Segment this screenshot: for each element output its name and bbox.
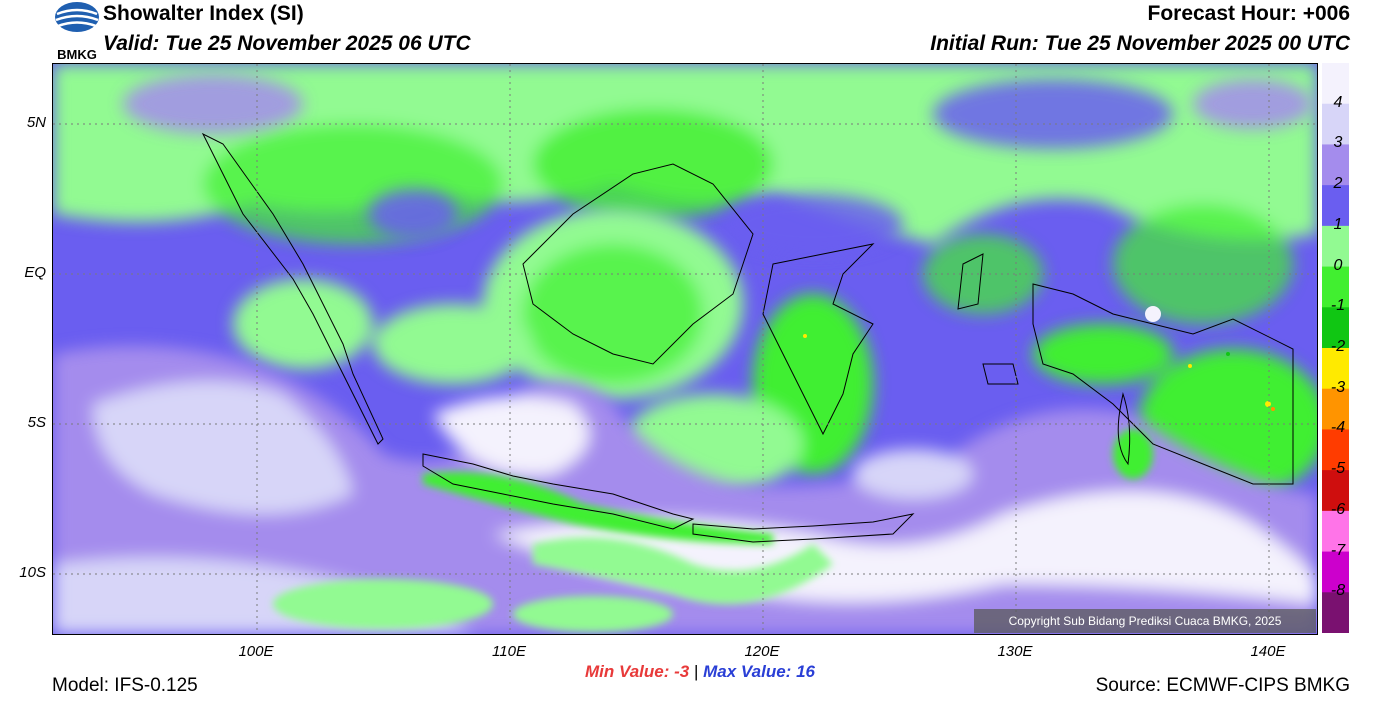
colorbar-tick-label: -6 [1330,500,1346,518]
colorbar-tick-label: -4 [1330,419,1346,437]
lon-label-130e: 130E [997,643,1033,660]
lon-label-120e: 120E [744,643,780,660]
colorbar-tick-label: -2 [1330,338,1346,355]
max-value: 16 [796,662,815,681]
colorbar-tick-label: 0 [1333,256,1343,274]
colorbar-swatch [1322,103,1349,145]
map-svg [53,64,1317,634]
graticule [53,64,1317,634]
colorbar-tick-label: -8 [1330,582,1346,600]
colorbar-tick-label: -5 [1330,460,1346,478]
colorbar-swatch [1322,470,1349,512]
field-intense-spots [803,306,1275,411]
model-name: Model: IFS-0.125 [52,675,198,696]
colorbar-swatch [1322,348,1349,390]
lat-label-5s: 5S [27,414,46,431]
colorbar-swatch [1322,592,1349,634]
forecast-hour: Forecast Hour: +006 [1147,2,1351,25]
colorbar-tick-label: -3 [1330,378,1346,396]
colorbar-swatch [1322,185,1349,227]
colorbar-swatch [1322,144,1349,186]
field-south-pale [53,346,1317,634]
colorbar-tick-label: 2 [1333,175,1343,193]
min-max-values: Min Value: -3 | Max Value: 16 [0,662,1400,682]
lat-label-10s: 10S [19,564,46,581]
lat-label-eq: EQ [24,264,46,281]
copyright-notice: Copyright Sub Bidang Prediksi Cuaca BMKG… [974,609,1316,633]
coastlines [201,132,1294,543]
colorbar-swatch [1322,266,1349,308]
initial-run: Initial Run: Tue 25 November 2025 00 UTC [930,32,1350,55]
colorbar-tick-label: -7 [1330,541,1346,559]
max-value-label: Max Value: [703,662,792,681]
data-source: Source: ECMWF-CIPS BMKG [1095,675,1350,696]
lon-label-100e: 100E [238,643,274,660]
logo-text: BMKG [57,47,97,62]
colorbar [1322,63,1349,634]
colorbar-tick-label: -1 [1330,297,1346,315]
field-north-purple [123,74,1313,254]
min-value: -3 [674,662,690,681]
colorbar-tick-label: 3 [1333,134,1343,152]
colorbar-swatch [1322,307,1349,349]
page-title: Showalter Index (SI) [103,2,304,25]
min-value-label: Min Value: [585,662,670,681]
colorbar-swatch [1322,63,1349,105]
valid-time: Valid: Tue 25 November 2025 06 UTC [103,32,471,55]
colorbar-tick-label: 4 [1333,93,1343,111]
map-panel [52,63,1318,635]
colorbar-tick-label: 1 [1333,215,1343,233]
colorbar-swatch [1322,388,1349,430]
lon-label-140e: 140E [1250,643,1286,660]
field-central-green [233,209,1317,499]
colorbar-swatch [1322,429,1349,471]
bmkg-logo: BMKG [52,0,102,62]
colorbar-svg [1322,63,1349,634]
lon-label-110e: 110E [492,643,526,660]
colorbar-swatch [1322,225,1349,268]
min-max-separator: | [693,662,699,681]
colorbar-swatch [1322,510,1349,553]
colorbar-swatch [1322,551,1349,593]
lat-label-5n: 5N [26,114,46,131]
